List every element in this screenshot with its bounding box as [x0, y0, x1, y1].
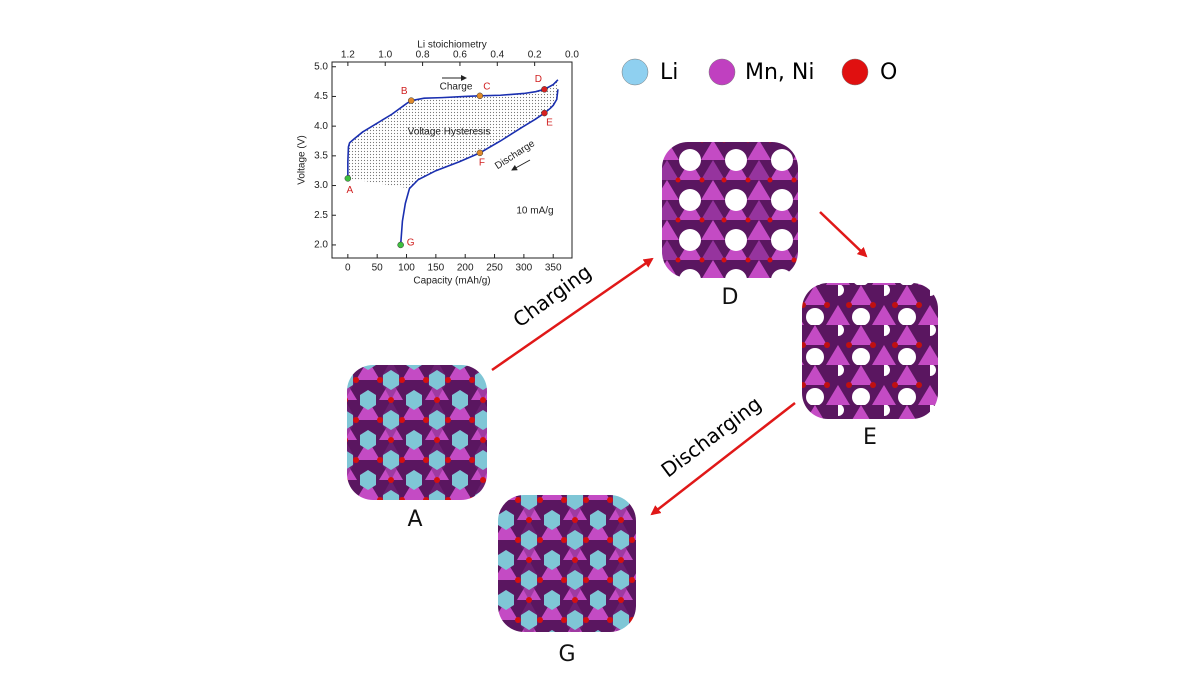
point-label: B	[401, 86, 408, 97]
x-tick-label: 50	[372, 263, 384, 274]
legend-label: Mn, Ni	[745, 60, 814, 85]
x2-axis-label: Li stoichiometry	[417, 40, 486, 51]
x-tick-label: 150	[428, 263, 445, 274]
structure-e	[802, 283, 938, 419]
x2-tick-label: 0.6	[453, 50, 467, 61]
legend-label: O	[880, 60, 897, 85]
x-tick-label: 100	[398, 263, 415, 274]
point-label: D	[535, 74, 542, 85]
state-label: D	[722, 285, 739, 310]
point-label: G	[407, 238, 415, 249]
x-tick-label: 250	[486, 263, 503, 274]
x2-tick-label: 0.2	[528, 50, 542, 61]
x2-tick-label: 0.4	[490, 50, 504, 61]
y-tick-label: 3.5	[314, 150, 328, 161]
state-point	[397, 241, 404, 249]
point-label: F	[479, 158, 485, 169]
state-point	[541, 86, 548, 93]
legend-label: Li	[660, 60, 678, 85]
x2-tick-label: 1.0	[378, 50, 392, 61]
y-tick-label: 3.0	[314, 180, 328, 191]
curve	[347, 79, 559, 179]
x2-tick-label: 1.2	[341, 50, 355, 61]
x-tick-label: 0	[345, 263, 351, 274]
voltage-chart: 0 50 100 150 200 250 300 350 1.2 1.0 0.8 0.6 0.4 0.2 0…	[297, 40, 580, 287]
state-point	[476, 92, 484, 100]
legend-swatch	[621, 58, 649, 86]
arrow	[650, 402, 796, 516]
state-label: G	[558, 642, 575, 667]
state-point	[541, 109, 548, 117]
x-tick-label: 200	[457, 263, 474, 274]
plot-frame	[331, 61, 573, 259]
state-point	[476, 149, 484, 157]
arrow	[819, 211, 868, 258]
y-tick-label: 2.0	[314, 240, 328, 251]
structure-a	[347, 365, 487, 500]
x2-tick-label: 0.8	[416, 50, 430, 61]
annotation: Discharge	[493, 138, 537, 172]
structure-g	[498, 495, 636, 632]
y-tick-label: 4.0	[314, 121, 328, 132]
state-label: A	[407, 507, 422, 532]
point-label: C	[483, 81, 490, 92]
y-tick-label: 4.5	[314, 91, 328, 102]
hysteresis-area	[347, 79, 558, 189]
state-point	[407, 97, 415, 104]
x-tick-label: 300	[516, 263, 533, 274]
point-label: A	[347, 185, 354, 196]
point-label: E	[546, 118, 553, 129]
y-axis-label: Voltage (V)	[297, 135, 308, 184]
structure-d	[662, 142, 798, 278]
annotation: 10 mA/g	[516, 206, 553, 217]
annotation: Voltage Hysteresis	[408, 127, 491, 138]
x-tick-label: 350	[545, 263, 562, 274]
legend: Li Mn, Ni O	[621, 58, 897, 86]
legend-swatch	[708, 58, 736, 86]
x2-tick-label: 0.0	[565, 50, 579, 61]
legend-swatch	[841, 58, 869, 86]
state-point	[344, 175, 352, 182]
discharge-arrow	[511, 159, 531, 171]
state-label: E	[863, 425, 877, 450]
annotation: Charge	[440, 82, 473, 93]
tiles	[347, 142, 938, 632]
x-axis-label: Capacity (mAh/g)	[413, 276, 490, 287]
arrow	[491, 257, 654, 372]
curve	[399, 89, 559, 245]
y-tick-label: 2.5	[314, 210, 328, 221]
y-tick-label: 5.0	[314, 61, 328, 72]
